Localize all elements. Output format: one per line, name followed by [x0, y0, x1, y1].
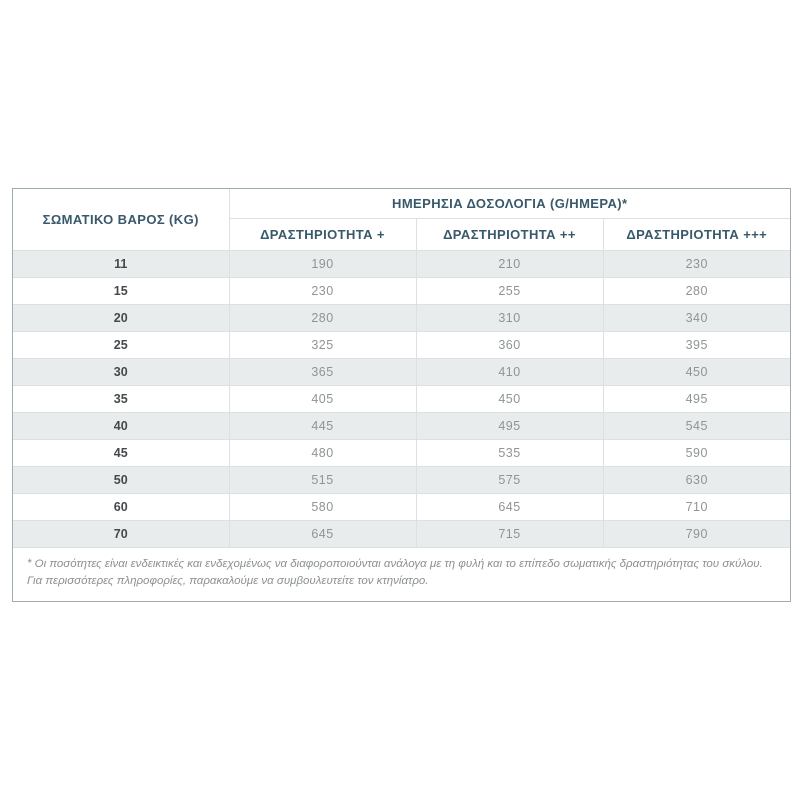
dosage-value-cell: 190 — [228, 249, 417, 278]
dosage-value-cell: 410 — [415, 357, 604, 386]
dosage-value-cell: 360 — [415, 330, 604, 359]
table-row: 20 280 310 340 — [13, 303, 790, 332]
dosage-value-cell: 280 — [228, 303, 417, 332]
dosage-value-cell: 715 — [415, 519, 604, 548]
table-row: 50 515 575 630 — [13, 465, 790, 494]
table-row: 30 365 410 450 — [13, 357, 790, 386]
dosage-value-cell: 495 — [415, 411, 604, 440]
dosage-value-cell: 790 — [602, 519, 790, 548]
dosage-value-cell: 590 — [602, 438, 790, 467]
weight-cell: 45 — [13, 438, 230, 467]
weight-cell: 35 — [13, 384, 230, 413]
table-row: 15 230 255 280 — [13, 276, 790, 305]
table-header: ΣΩΜΑΤΙΚΟ ΒΑΡΟΣ (KG) ΗΜΕΡΗΣΙΑ ΔΟΣΟΛΟΓΙΑ (… — [13, 189, 790, 251]
weight-cell: 11 — [13, 249, 230, 278]
weight-cell: 25 — [13, 330, 230, 359]
activity-header-cell-3: ΔΡΑΣΤΗΡΙΟΤΗΤΑ +++ — [602, 217, 790, 251]
dosage-value-cell: 280 — [602, 276, 790, 305]
dosage-value-cell: 535 — [415, 438, 604, 467]
dosage-value-cell: 495 — [602, 384, 790, 413]
weight-cell: 70 — [13, 519, 230, 548]
feeding-guide-table: ΣΩΜΑΤΙΚΟ ΒΑΡΟΣ (KG) ΗΜΕΡΗΣΙΑ ΔΟΣΟΛΟΓΙΑ (… — [13, 189, 790, 602]
feeding-guide-table-container: ΣΩΜΑΤΙΚΟ ΒΑΡΟΣ (KG) ΗΜΕΡΗΣΙΑ ΔΟΣΟΛΟΓΙΑ (… — [12, 188, 791, 603]
table-row: 60 580 645 710 — [13, 492, 790, 521]
dosage-value-cell: 325 — [228, 330, 417, 359]
dosage-value-cell: 645 — [228, 519, 417, 548]
dosage-value-cell: 545 — [602, 411, 790, 440]
table-row: 11 190 210 230 — [13, 249, 790, 278]
table-row: 45 480 535 590 — [13, 438, 790, 467]
dosage-value-cell: 230 — [602, 249, 790, 278]
footnote-line-2: Για περισσότερες πληροφορίες, παρακαλούμ… — [27, 575, 429, 588]
dosage-value-cell: 340 — [602, 303, 790, 332]
dosage-value-cell: 255 — [415, 276, 604, 305]
weight-cell: 60 — [13, 492, 230, 521]
dosage-value-cell: 450 — [415, 384, 604, 413]
dosage-value-cell: 515 — [228, 465, 417, 494]
table-row: 25 325 360 395 — [13, 330, 790, 359]
footnote-line-1: * Οι ποσότητες είναι ενδεικτικές και ενδ… — [27, 557, 763, 570]
table-footer: * Οι ποσότητες είναι ενδεικτικές και ενδ… — [13, 546, 790, 602]
weight-cell: 40 — [13, 411, 230, 440]
dosage-value-cell: 645 — [415, 492, 604, 521]
dosage-value-cell: 365 — [228, 357, 417, 386]
dosage-value-cell: 575 — [415, 465, 604, 494]
dosage-value-cell: 480 — [228, 438, 417, 467]
dosage-value-cell: 310 — [415, 303, 604, 332]
weight-cell: 20 — [13, 303, 230, 332]
footnote: * Οι ποσότητες είναι ενδεικτικές και ενδ… — [13, 546, 790, 602]
weight-cell: 30 — [13, 357, 230, 386]
dosage-value-cell: 395 — [602, 330, 790, 359]
dosage-value-cell: 230 — [228, 276, 417, 305]
weight-header-cell: ΣΩΜΑΤΙΚΟ ΒΑΡΟΣ (KG) — [13, 189, 230, 251]
dosage-value-cell: 710 — [602, 492, 790, 521]
dosage-value-cell: 630 — [602, 465, 790, 494]
dosage-value-cell: 450 — [602, 357, 790, 386]
table-body: 11 190 210 230 15 230 255 280 20 280 310… — [13, 249, 790, 548]
dosage-value-cell: 445 — [228, 411, 417, 440]
activity-header-cell-1: ΔΡΑΣΤΗΡΙΟΤΗΤΑ + — [229, 217, 417, 251]
weight-cell: 50 — [13, 465, 230, 494]
table-row: 70 645 715 790 — [13, 519, 790, 548]
activity-header-cell-2: ΔΡΑΣΤΗΡΙΟΤΗΤΑ ++ — [415, 217, 604, 251]
dosage-value-cell: 210 — [415, 249, 604, 278]
dosage-value-cell: 405 — [228, 384, 417, 413]
table-row: 40 445 495 545 — [13, 411, 790, 440]
table-row: 35 405 450 495 — [13, 384, 790, 413]
dosage-header-cell: ΗΜΕΡΗΣΙΑ ΔΟΣΟΛΟΓΙΑ (G/ΗΜΕΡΑ)* — [228, 189, 790, 219]
weight-cell: 15 — [13, 276, 230, 305]
dosage-value-cell: 580 — [228, 492, 417, 521]
